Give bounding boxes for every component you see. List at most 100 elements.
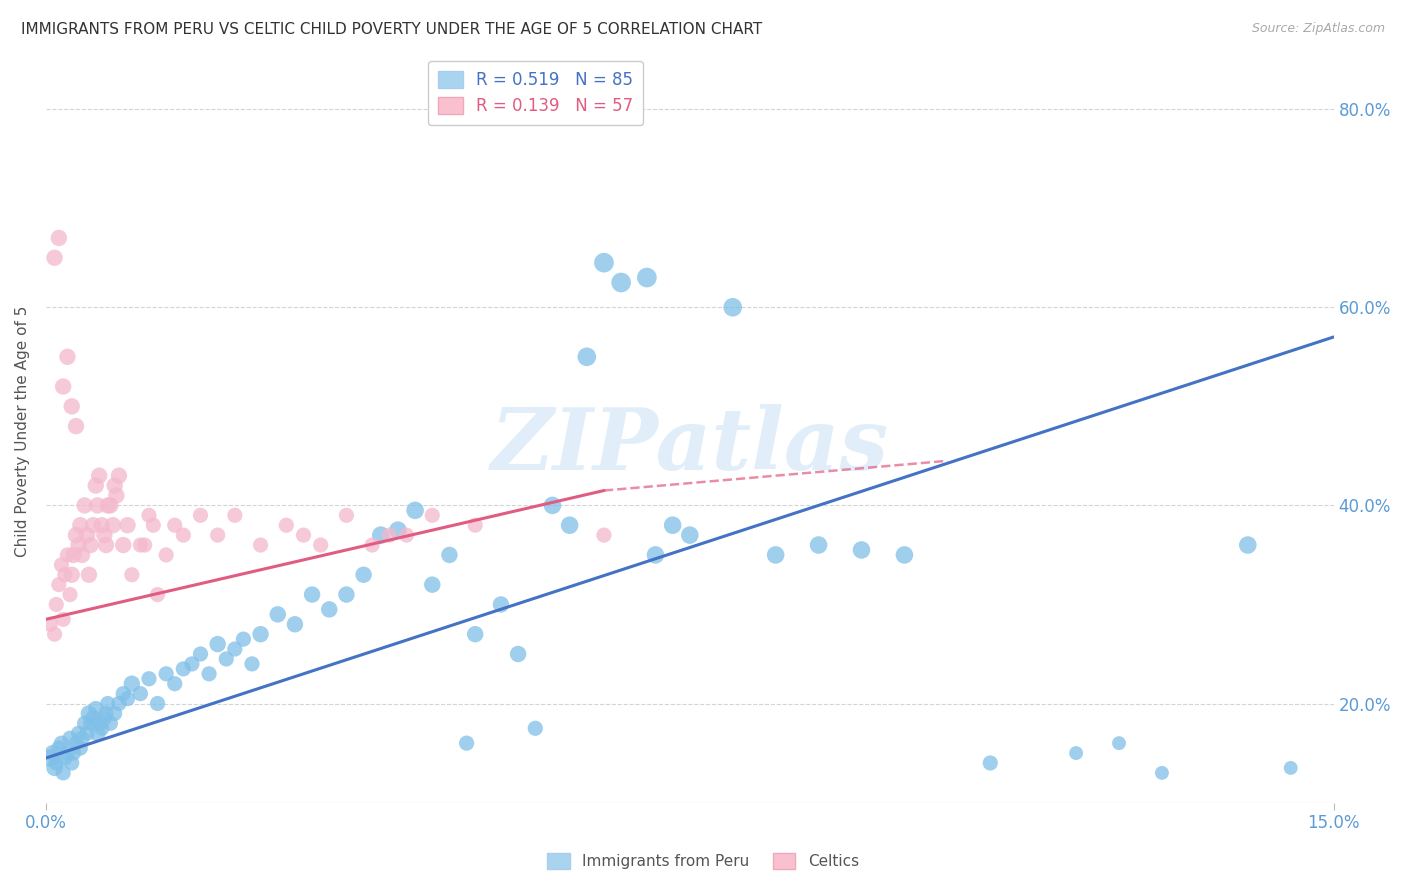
Point	[361, 538, 384, 552]
Point	[45, 756, 67, 770]
Point	[53, 751, 76, 765]
Point	[97, 697, 120, 711]
Point	[395, 528, 418, 542]
Point	[224, 642, 246, 657]
Point	[117, 518, 139, 533]
Point	[593, 255, 616, 269]
Legend: R = 0.519   N = 85, R = 0.139   N = 57: R = 0.519 N = 85, R = 0.139 N = 57	[427, 61, 643, 125]
Point	[53, 567, 76, 582]
Point	[180, 657, 202, 671]
Point	[117, 691, 139, 706]
Point	[105, 488, 128, 502]
Point	[1236, 538, 1258, 552]
Point	[86, 726, 108, 740]
Point	[89, 468, 111, 483]
Point	[108, 697, 131, 711]
Point	[112, 538, 135, 552]
Point	[1064, 746, 1087, 760]
Point	[309, 538, 332, 552]
Point	[146, 588, 169, 602]
Point	[267, 607, 290, 622]
Point	[121, 676, 143, 690]
Point	[207, 637, 229, 651]
Point	[48, 577, 70, 591]
Point	[489, 598, 512, 612]
Text: IMMIGRANTS FROM PERU VS CELTIC CHILD POVERTY UNDER THE AGE OF 5 CORRELATION CHAR: IMMIGRANTS FROM PERU VS CELTIC CHILD POV…	[21, 22, 762, 37]
Point	[593, 528, 616, 542]
Point	[232, 632, 254, 647]
Point	[77, 567, 100, 582]
Point	[94, 538, 117, 552]
Point	[104, 706, 127, 721]
Point	[98, 716, 121, 731]
Point	[249, 627, 271, 641]
Point	[575, 350, 598, 364]
Point	[76, 528, 98, 542]
Legend: Immigrants from Peru, Celtics: Immigrants from Peru, Celtics	[541, 847, 865, 875]
Point	[353, 567, 375, 582]
Point	[138, 508, 160, 523]
Point	[84, 701, 107, 715]
Point	[138, 672, 160, 686]
Point	[163, 518, 186, 533]
Point	[765, 548, 787, 562]
Point	[112, 687, 135, 701]
Point	[39, 617, 62, 632]
Point	[59, 731, 82, 746]
Point	[679, 528, 702, 542]
Point	[69, 741, 91, 756]
Point	[644, 548, 666, 562]
Point	[893, 548, 915, 562]
Point	[284, 617, 307, 632]
Point	[62, 548, 84, 562]
Point	[45, 598, 67, 612]
Point	[56, 548, 79, 562]
Point	[67, 726, 90, 740]
Point	[52, 612, 75, 626]
Point	[108, 468, 131, 483]
Point	[1108, 736, 1130, 750]
Point	[198, 666, 221, 681]
Point	[163, 676, 186, 690]
Point	[62, 746, 84, 760]
Point	[508, 647, 530, 661]
Point	[979, 756, 1001, 770]
Y-axis label: Child Poverty Under the Age of 5: Child Poverty Under the Age of 5	[15, 305, 30, 557]
Point	[249, 538, 271, 552]
Point	[90, 518, 112, 533]
Point	[84, 478, 107, 492]
Point	[60, 567, 83, 582]
Point	[134, 538, 156, 552]
Point	[155, 666, 177, 681]
Point	[439, 548, 461, 562]
Point	[207, 528, 229, 542]
Point	[70, 731, 93, 746]
Point	[82, 711, 104, 725]
Point	[59, 588, 82, 602]
Point	[65, 419, 87, 434]
Point	[51, 736, 73, 750]
Point	[67, 538, 90, 552]
Point	[1150, 765, 1173, 780]
Point	[464, 518, 486, 533]
Point	[404, 503, 426, 517]
Point	[52, 379, 75, 393]
Point	[79, 538, 101, 552]
Point	[240, 657, 263, 671]
Point	[97, 499, 120, 513]
Point	[129, 538, 152, 552]
Point	[101, 518, 124, 533]
Point	[73, 716, 96, 731]
Point	[721, 300, 744, 314]
Point	[48, 231, 70, 245]
Point	[420, 577, 443, 591]
Point	[44, 627, 66, 641]
Point	[215, 652, 238, 666]
Point	[155, 548, 177, 562]
Point	[335, 508, 357, 523]
Point	[52, 765, 75, 780]
Point	[121, 567, 143, 582]
Point	[77, 706, 100, 721]
Point	[224, 508, 246, 523]
Point	[86, 499, 108, 513]
